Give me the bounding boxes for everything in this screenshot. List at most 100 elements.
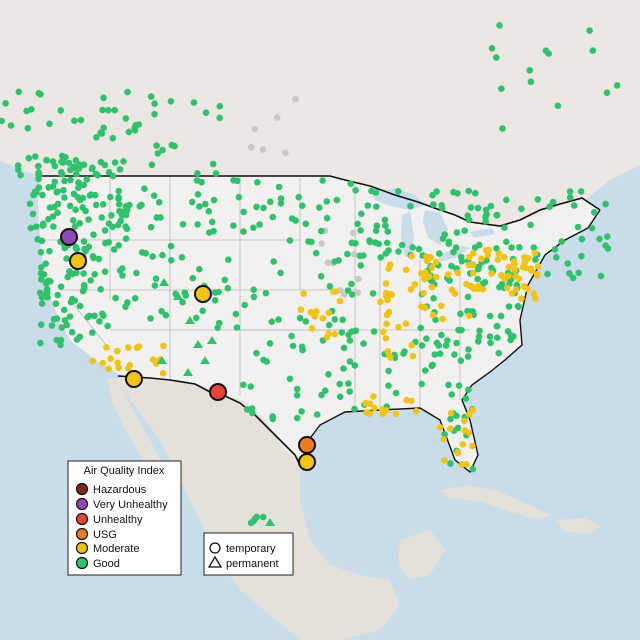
good-station-marker: [179, 298, 186, 306]
good-station-marker: [613, 82, 621, 89]
good-station-marker: [602, 200, 609, 208]
good-station-marker: [450, 188, 457, 196]
good-station-marker: [57, 107, 64, 114]
moderate-station-large[interactable]: [69, 252, 87, 270]
good-station-marker: [120, 158, 127, 165]
good-station-marker: [447, 415, 454, 423]
moderate-swatch: [75, 541, 89, 555]
good-station-marker: [325, 371, 332, 378]
good-station-marker: [400, 350, 407, 357]
good-station-marker: [51, 203, 58, 211]
moderate-station-marker: [439, 315, 446, 323]
good-station-marker: [67, 176, 74, 184]
very-unhealthy-swatch: [75, 497, 89, 511]
good-station-marker: [50, 223, 57, 230]
good-swatch: [75, 556, 89, 570]
good-station-marker: [299, 202, 306, 210]
good-station-marker: [100, 94, 107, 102]
good-station-marker: [0, 117, 5, 125]
very-unhealthy-station[interactable]: [60, 228, 78, 246]
moderate-station-large[interactable]: [125, 370, 143, 388]
unhealthy-station[interactable]: [209, 383, 227, 401]
moderate-station-marker: [530, 290, 537, 297]
good-station-marker: [348, 280, 355, 288]
offline-station-marker: [349, 229, 357, 237]
good-station-marker: [115, 195, 122, 202]
moderate-station-marker: [159, 370, 167, 377]
good-station-marker: [151, 100, 158, 107]
moderate-station-marker: [307, 309, 315, 316]
moderate-station-marker: [115, 364, 122, 372]
good-station-marker: [469, 465, 477, 473]
permanent-station-marker: [157, 356, 167, 364]
usg-label: USG: [93, 529, 117, 541]
good-station-marker: [591, 209, 598, 216]
good-station-marker: [431, 351, 439, 358]
good-station-marker: [433, 188, 440, 195]
moderate-station-marker: [366, 400, 374, 408]
good-station-marker: [68, 328, 76, 336]
good-station-marker: [152, 275, 160, 283]
good-station-marker: [141, 185, 148, 192]
good-station-marker: [435, 342, 443, 349]
moderate-station-large[interactable]: [194, 285, 212, 303]
good-station-marker: [481, 279, 489, 286]
moderate-station-marker: [407, 286, 415, 293]
good-station-marker: [190, 99, 198, 106]
good-station-marker: [454, 424, 462, 432]
offline-station-marker: [324, 259, 332, 266]
good-station-marker: [89, 329, 96, 336]
moderate-station-marker: [495, 250, 503, 257]
good-station-marker: [298, 408, 305, 415]
good-station-marker: [43, 293, 50, 301]
good-station-marker: [159, 146, 166, 154]
moderate-station-marker: [436, 424, 444, 431]
good-station-marker: [505, 303, 513, 310]
good-station-marker: [38, 237, 46, 245]
good-station-marker: [357, 227, 364, 234]
good-station-marker: [58, 152, 66, 160]
good-station-marker: [80, 270, 87, 277]
good-station-marker: [235, 193, 243, 201]
moderate-station-large[interactable]: [298, 453, 316, 471]
good-station-marker: [345, 380, 352, 387]
moderate-station-marker: [133, 344, 141, 352]
good-station-marker: [494, 334, 501, 342]
good-station-marker: [476, 241, 483, 249]
good-station-marker: [112, 294, 119, 302]
mexico-land: [120, 375, 400, 640]
moderate-station-marker: [408, 341, 416, 349]
good-station-marker: [298, 343, 306, 351]
good-station-marker: [46, 247, 53, 255]
good-station-marker: [250, 517, 257, 525]
good-station-marker: [109, 172, 117, 180]
moderate-station-marker: [382, 335, 390, 342]
moderate-station-marker: [459, 441, 467, 448]
good-station-marker: [382, 222, 389, 229]
good-station-marker: [181, 289, 189, 297]
good-station-marker: [93, 134, 100, 141]
moderate-station-marker: [505, 272, 512, 280]
good-station-marker: [49, 213, 57, 220]
good-station-marker: [503, 238, 510, 246]
moderate-station-marker: [531, 249, 539, 257]
good-station-marker: [352, 240, 359, 247]
moderate-station-marker: [521, 254, 528, 261]
good-station-marker: [205, 208, 213, 215]
good-station-marker: [240, 208, 247, 216]
good-station-marker: [338, 329, 346, 336]
moderate-station-marker: [413, 407, 420, 415]
good-station-marker: [17, 171, 24, 179]
moderate-station-marker: [421, 275, 428, 283]
moderate-station-marker: [524, 285, 531, 293]
moderate-station-marker: [478, 255, 485, 263]
good-station-marker: [493, 323, 501, 330]
good-station-marker: [26, 200, 34, 208]
good-station-marker: [467, 204, 475, 211]
usg-station[interactable]: [298, 436, 316, 454]
good-station-marker: [116, 166, 124, 173]
good-station-marker: [99, 106, 106, 114]
good-station-marker: [293, 385, 301, 393]
good-station-marker: [37, 248, 45, 256]
